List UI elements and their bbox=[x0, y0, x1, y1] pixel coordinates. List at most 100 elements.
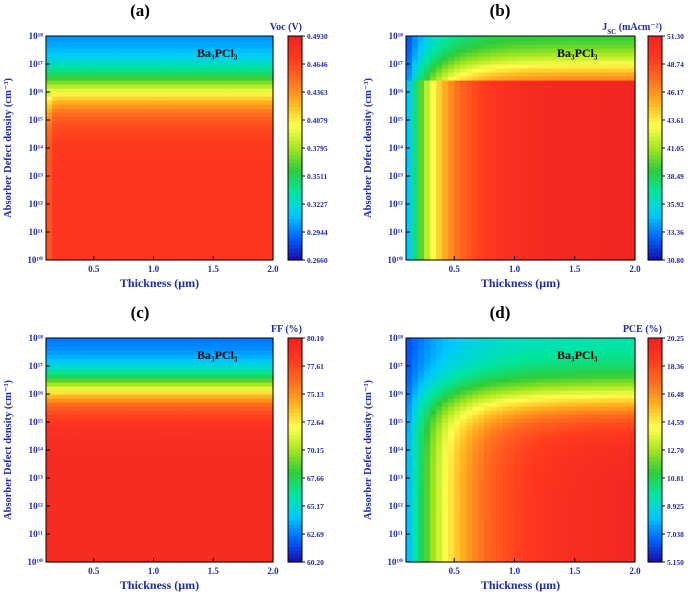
heatmap-cell bbox=[442, 216, 449, 221]
heatmap-cell bbox=[51, 68, 59, 73]
heatmap-cell bbox=[610, 220, 618, 225]
heatmap-cell bbox=[87, 526, 95, 531]
heatmap-cell bbox=[201, 232, 208, 237]
heatmap-cell bbox=[46, 430, 53, 435]
heatmap-cell bbox=[508, 200, 516, 205]
heatmap-cell bbox=[99, 48, 107, 53]
heatmap-cell bbox=[255, 236, 262, 241]
heatmap-cell bbox=[562, 104, 570, 109]
heatmap-cell bbox=[520, 208, 528, 213]
heatmap-cell bbox=[57, 470, 65, 475]
heatmap-cell bbox=[478, 52, 485, 57]
heatmap-cell bbox=[448, 68, 455, 73]
heatmap-field bbox=[46, 338, 274, 563]
heatmap-cell bbox=[123, 76, 131, 81]
heatmap-cell bbox=[123, 196, 131, 201]
heatmap-cell bbox=[69, 172, 77, 177]
heatmap-cell bbox=[628, 248, 636, 253]
heatmap-cell bbox=[574, 124, 582, 129]
heatmap-cell bbox=[610, 128, 618, 133]
heatmap-cell bbox=[243, 84, 250, 89]
heatmap-cell bbox=[147, 184, 155, 189]
heatmap-cell bbox=[225, 148, 232, 153]
heatmap-cell bbox=[550, 40, 558, 45]
heatmap-cell bbox=[484, 180, 491, 185]
heatmap-cell bbox=[81, 44, 89, 49]
heatmap-cell bbox=[460, 140, 467, 145]
heatmap-cell bbox=[46, 414, 53, 419]
heatmap-cell bbox=[87, 232, 95, 237]
heatmap-cell bbox=[225, 76, 232, 81]
heatmap-cell bbox=[213, 64, 220, 69]
heatmap-cell bbox=[201, 252, 208, 257]
heatmap-cell bbox=[538, 68, 546, 73]
heatmap-cell bbox=[520, 108, 528, 113]
panel-label: (a) bbox=[130, 1, 150, 20]
heatmap-cell bbox=[610, 232, 618, 237]
heatmap-cell bbox=[201, 84, 208, 89]
heatmap-cell bbox=[598, 176, 606, 181]
heatmap-cell bbox=[219, 48, 226, 53]
heatmap-cell bbox=[562, 80, 570, 85]
heatmap-cell bbox=[622, 248, 630, 253]
heatmap-cell bbox=[111, 76, 119, 81]
heatmap-cell bbox=[51, 478, 59, 483]
heatmap-cell bbox=[69, 84, 77, 89]
heatmap-cell bbox=[514, 240, 522, 245]
heatmap-cell bbox=[448, 168, 455, 173]
heatmap-cell bbox=[207, 56, 214, 61]
heatmap-cell bbox=[105, 212, 113, 217]
heatmap-cell bbox=[484, 52, 491, 57]
heatmap-cell bbox=[219, 208, 226, 213]
heatmap-cell bbox=[57, 370, 65, 375]
heatmap-cell bbox=[406, 160, 413, 165]
heatmap-cell bbox=[81, 446, 89, 451]
colorbar-title: JSC (mAcm⁻²) bbox=[602, 22, 662, 36]
heatmap-cell bbox=[135, 204, 143, 209]
heatmap-cell bbox=[57, 156, 65, 161]
heatmap-cell bbox=[442, 168, 449, 173]
heatmap-cell bbox=[628, 80, 636, 85]
heatmap-cell bbox=[195, 36, 202, 41]
heatmap-cell bbox=[430, 196, 437, 201]
heatmap-cell bbox=[622, 104, 630, 109]
heatmap-cell bbox=[46, 256, 53, 261]
heatmap-cell bbox=[153, 252, 161, 257]
heatmap-cell bbox=[213, 96, 220, 101]
heatmap-cell bbox=[592, 256, 600, 261]
heatmap-cell bbox=[532, 224, 540, 229]
heatmap-cell bbox=[213, 52, 220, 57]
heatmap-cell bbox=[159, 164, 167, 169]
heatmap-cell bbox=[93, 68, 101, 73]
heatmap-cell bbox=[159, 176, 167, 181]
heatmap-cell bbox=[544, 180, 552, 185]
heatmap-cell bbox=[165, 208, 173, 213]
heatmap-cell bbox=[46, 446, 53, 451]
heatmap-cell bbox=[472, 244, 479, 249]
heatmap-cell bbox=[225, 108, 232, 113]
heatmap-cell bbox=[580, 144, 588, 149]
heatmap-cell bbox=[418, 120, 425, 125]
heatmap-cell bbox=[430, 64, 437, 69]
heatmap-cell bbox=[412, 204, 419, 209]
heatmap-cell bbox=[183, 44, 190, 49]
heatmap-cell bbox=[153, 196, 161, 201]
heatmap-cell bbox=[141, 72, 149, 77]
heatmap-cell bbox=[75, 204, 83, 209]
heatmap-cell bbox=[51, 236, 59, 241]
heatmap-cell bbox=[81, 342, 89, 347]
heatmap-cell bbox=[436, 184, 443, 189]
heatmap-cell bbox=[496, 232, 504, 237]
heatmap-cell bbox=[177, 48, 184, 53]
heatmap-cell bbox=[219, 112, 226, 117]
heatmap-cell bbox=[51, 374, 59, 379]
heatmap-cell bbox=[201, 88, 208, 93]
heatmap-cell bbox=[508, 152, 516, 157]
heatmap-cell bbox=[117, 136, 125, 141]
heatmap-cell bbox=[105, 216, 113, 221]
heatmap-cell bbox=[616, 184, 624, 189]
heatmap-cell bbox=[628, 112, 636, 117]
heatmap-cell bbox=[243, 96, 250, 101]
heatmap-cell bbox=[622, 72, 630, 77]
heatmap-cell bbox=[147, 168, 155, 173]
